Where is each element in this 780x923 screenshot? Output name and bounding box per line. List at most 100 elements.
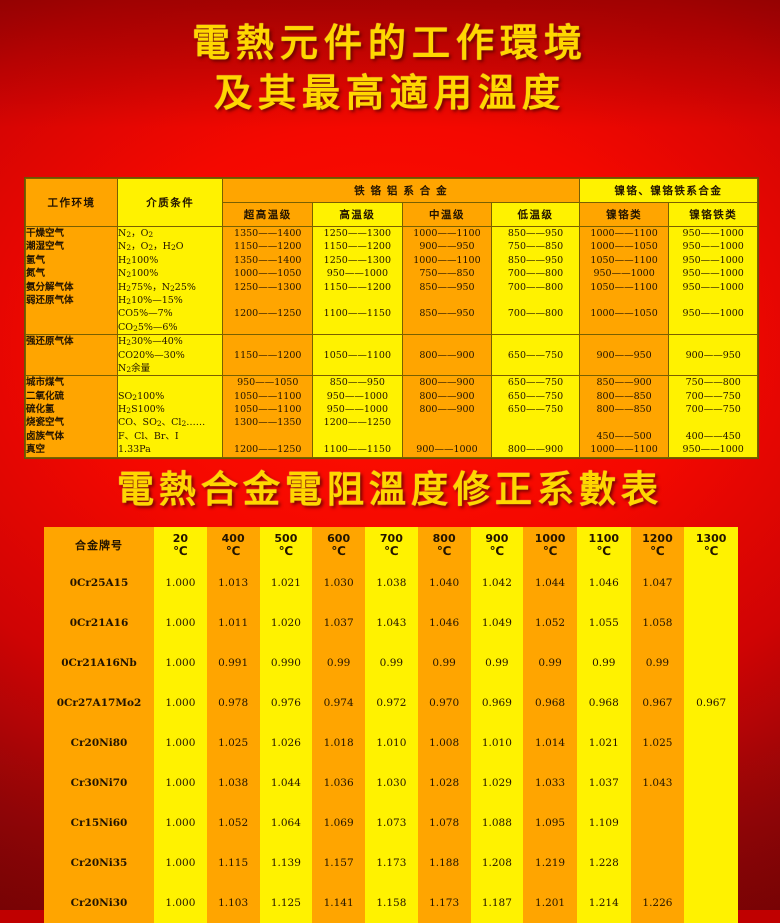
table2-header-row: 合金牌号 20 ℃ 400 ℃ 500 ℃ 600 ℃ 700 ℃ 800 ℃ 900 ℃ 1000 ℃ 1100…: [44, 527, 738, 563]
cell-coefficient: 1.141: [312, 883, 365, 923]
table1-cell-line: 1150——1200: [323, 281, 392, 293]
table1-cell-line: 800——900: [419, 349, 475, 361]
cell-coefficient: 1.046: [417, 603, 471, 643]
table1-row-group: 城市煤气 二氧化硫 硫化氢 烧瓷空气 卤族气体 真空 SO2100% H2S100% CO、S…: [25, 375, 758, 458]
header-sub-2: 中温级: [401, 202, 493, 227]
cell-coefficient: 1.158: [365, 883, 418, 923]
table1-cell-line: H230%—40%: [118, 336, 183, 348]
header-temp-900: 900 ℃: [470, 527, 524, 563]
table1-cell-line: 1000——1100: [413, 228, 481, 239]
cell-coefficient: 1.036: [312, 763, 365, 803]
table1-cell-line: [492, 294, 579, 307]
table1-cell-line: [223, 335, 312, 348]
table1-cell-line: 900——1000: [416, 444, 478, 456]
header-env: 工作环境: [25, 178, 118, 227]
table1-cell-line: CO25%—6%: [118, 321, 178, 333]
cell-coefficient: 1.000: [154, 683, 207, 723]
table1-cell-line: 1150——1200: [234, 349, 302, 361]
cell-coefficient: 1.025: [206, 723, 260, 763]
table1-cell-line: [26, 321, 117, 334]
working-environment-table: 工作环境 介质条件铁 铬 铝 系 合 金镍铬、镍铬铁系合金 超高温级 高温级 中温级 低温…: [24, 177, 759, 459]
table1-cell-line: 800——900: [419, 390, 475, 402]
table1-cell-line: 强还原气体: [26, 336, 74, 348]
table1-cell-line: [313, 335, 402, 348]
table1-cell-line: H2100%: [118, 254, 159, 266]
table1-cell-line: [492, 335, 579, 348]
cell-coefficient: 1.037: [312, 603, 365, 643]
table1-cell-line: 650——750: [507, 404, 564, 416]
table1-cell-line: [313, 294, 402, 307]
table1-cell-line: CO20%—30%: [118, 349, 185, 361]
header-alloy-name: 合金牌号: [44, 527, 154, 563]
cell-coefficient: 0.99: [312, 643, 365, 683]
table1-cell-line: [669, 335, 757, 348]
cell-coefficient: 0.99: [576, 643, 631, 683]
table1-cell-env: 干燥空气 潮湿空气 氢气 氮气 氨分解气体 弱还原气体: [25, 225, 118, 336]
table1-cell-c2: 850——950 950——1000 950——1000 1200——1250 110…: [312, 375, 403, 458]
cell-coefficient: 1.208: [470, 843, 524, 883]
cell-coefficient: 1.040: [417, 563, 471, 603]
cell-coefficient: 0.99: [365, 643, 418, 683]
page-title-line-2: 及其最高適用溫度: [213, 70, 566, 115]
cell-coefficient: 1.115: [206, 843, 260, 883]
table1-cell-c5: 850——900 800——850 800——850 450——500 1000——1…: [578, 375, 670, 458]
cell-coefficient: [684, 643, 738, 683]
table1-cell-c6: 750——800 700——750 700——750 400——450 950——10…: [668, 375, 758, 458]
table2-row: Cr30Ni70 1.000 1.038 1.044 1.036 1.030 1.028 1.…: [44, 763, 738, 803]
table1-cell-line: CO5%—7%: [118, 308, 173, 320]
table1-cell-line: 950——1000: [682, 308, 744, 320]
table1-cell-line: [492, 321, 579, 334]
cell-coefficient: 1.038: [365, 563, 418, 603]
header-temp-500: 500 ℃: [259, 527, 313, 563]
cell-coefficient: 1.046: [576, 563, 631, 603]
table1-cell-line: 950——1050: [237, 377, 299, 389]
cell-alloy-name: 0Cr21A16: [44, 603, 154, 643]
table2-row: Cr20Ni80 1.000 1.025 1.026 1.018 1.010 1.008 1.…: [44, 723, 738, 763]
cell-coefficient: 1.069: [312, 803, 365, 843]
table1-cell-line: [26, 307, 117, 320]
table1-cell-line: N2100%: [118, 268, 159, 280]
cell-coefficient: 0.972: [365, 683, 418, 723]
cell-alloy-name: Cr20Ni80: [44, 723, 154, 763]
table1-cell-line: 800——850: [596, 404, 652, 416]
table1-cell-line: [580, 294, 669, 307]
table1-cell-line: 1050——1100: [590, 254, 658, 266]
table1-cell-line: 650——750: [507, 390, 564, 402]
cell-coefficient: 0.990: [259, 643, 313, 683]
table1-cell-line: 400——450: [685, 430, 741, 442]
table1-cell-line: H210%—15%: [118, 294, 183, 306]
table1-cell-c3: 1000——1100 900——950 1000——1100 750——850 850—…: [401, 225, 493, 336]
table1-cell-line: 850——900: [596, 377, 652, 389]
table1-cell-line: 1000——1050: [234, 268, 302, 280]
table1-cell-line: [313, 321, 402, 334]
table1-cell-line: [403, 430, 492, 443]
table1-cell-line: 1000——1050: [590, 241, 658, 253]
cell-coefficient: 1.000: [154, 803, 207, 843]
table1-cell-line: 1250——1300: [323, 254, 392, 266]
header-temp-400: 400 ℃: [206, 527, 260, 563]
header-temp-1200: 1200 ℃: [630, 527, 685, 563]
table1-cell-line: 800——900: [419, 377, 475, 389]
cell-coefficient: 1.201: [523, 883, 577, 923]
table1-cell-line: [580, 416, 669, 429]
cell-coefficient: 1.109: [576, 803, 631, 843]
table1-cell-media: SO2100% H2S100% CO、SO2、Cl2…… F、Cl、Br、I 1.33P…: [116, 375, 224, 458]
header-temp-1100: 1100 ℃: [576, 527, 631, 563]
header-sub-5: 镍铬铁类: [668, 202, 758, 227]
table1-cell-line: 950——1000: [682, 228, 744, 239]
cell-alloy-name: Cr20Ni35: [44, 843, 154, 883]
table2-row: 0Cr27A17Mo2 1.000 0.978 0.976 0.974 0.972 0.97…: [44, 683, 738, 723]
cell-coefficient: 1.214: [576, 883, 631, 923]
cell-coefficient: 1.219: [523, 843, 577, 883]
table1-cell-line: [403, 335, 492, 348]
cell-coefficient: 1.025: [630, 723, 685, 763]
cell-coefficient: 1.187: [470, 883, 524, 923]
table1-cell-line: 1000——1100: [590, 228, 658, 239]
table1-cell-line: 氮气: [26, 268, 46, 280]
table1-cell-line: 硫化氢: [26, 404, 55, 416]
table1-cell-line: [492, 416, 579, 429]
table1-cell-line: [26, 349, 117, 362]
table1-cell-line: 650——750: [507, 377, 564, 389]
table1-cell-line: 1250——1300: [234, 281, 302, 293]
table1-cell-line: 950——1000: [682, 444, 744, 456]
